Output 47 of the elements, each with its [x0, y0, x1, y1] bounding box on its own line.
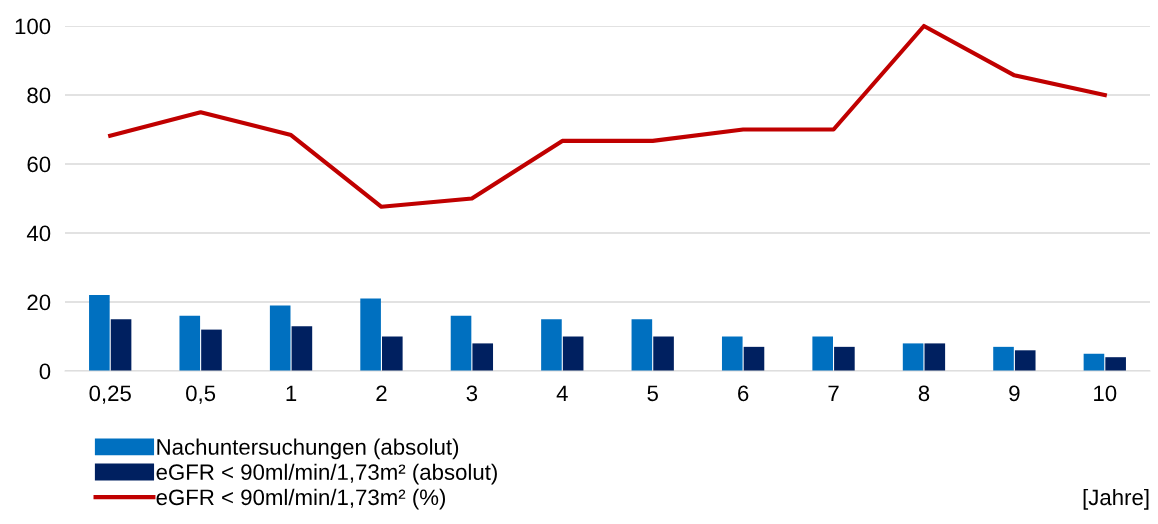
bar: [743, 346, 765, 371]
bar: [924, 343, 946, 371]
y-tick-label: 80: [27, 87, 51, 104]
bar: [201, 329, 222, 371]
bar: [179, 315, 201, 371]
bar: [653, 336, 674, 371]
bar: [450, 315, 472, 371]
bar: [382, 336, 403, 371]
y-tick-label: 100: [15, 18, 51, 35]
bar: [631, 319, 653, 371]
legend-label: Nachuntersuchungen (absolut): [157, 438, 459, 460]
x-tick-label: 1: [286, 385, 297, 401]
bar: [269, 305, 291, 371]
x-tick-label: 8: [918, 385, 930, 402]
bar: [721, 336, 743, 371]
bar: [812, 336, 833, 371]
bar: [472, 343, 494, 371]
x-tick-label: 3: [466, 385, 478, 402]
x-tick-label: 10: [1094, 385, 1117, 402]
x-axis-title: [Jahre]: [1083, 488, 1149, 510]
bar: [1083, 353, 1105, 371]
bar: [562, 336, 584, 371]
bar: [1014, 350, 1036, 371]
x-tick-label: 2: [376, 385, 387, 401]
x-tick-label: 5: [647, 385, 658, 402]
x-tick-label: 0,25: [89, 385, 131, 404]
bar: [902, 343, 924, 371]
y-tick-label: 60: [27, 156, 51, 173]
y-tick-label: 40: [26, 225, 51, 242]
y-tick-label: 0: [39, 363, 51, 380]
x-tick-label: 0,5: [186, 385, 216, 404]
bar: [834, 346, 855, 371]
x-tick-label: 6: [738, 385, 749, 402]
line-series: [108, 23, 1107, 209]
bar: [89, 295, 110, 371]
x-tick-label: 4: [556, 385, 568, 401]
bar: [1105, 357, 1126, 371]
y-tick-label: 20: [27, 294, 51, 311]
bar: [360, 298, 381, 371]
bar: [110, 319, 132, 371]
bar: [541, 319, 562, 371]
x-tick-label: 7: [828, 385, 839, 401]
bar: [993, 346, 1014, 371]
x-tick-label: 9: [1009, 385, 1020, 402]
legend-label: eGFR < 90ml/min/1,73m² (absolut): [156, 463, 497, 485]
bar: [291, 326, 313, 371]
legend-label: eGFR < 90ml/min/1,73m² (%): [156, 488, 446, 510]
